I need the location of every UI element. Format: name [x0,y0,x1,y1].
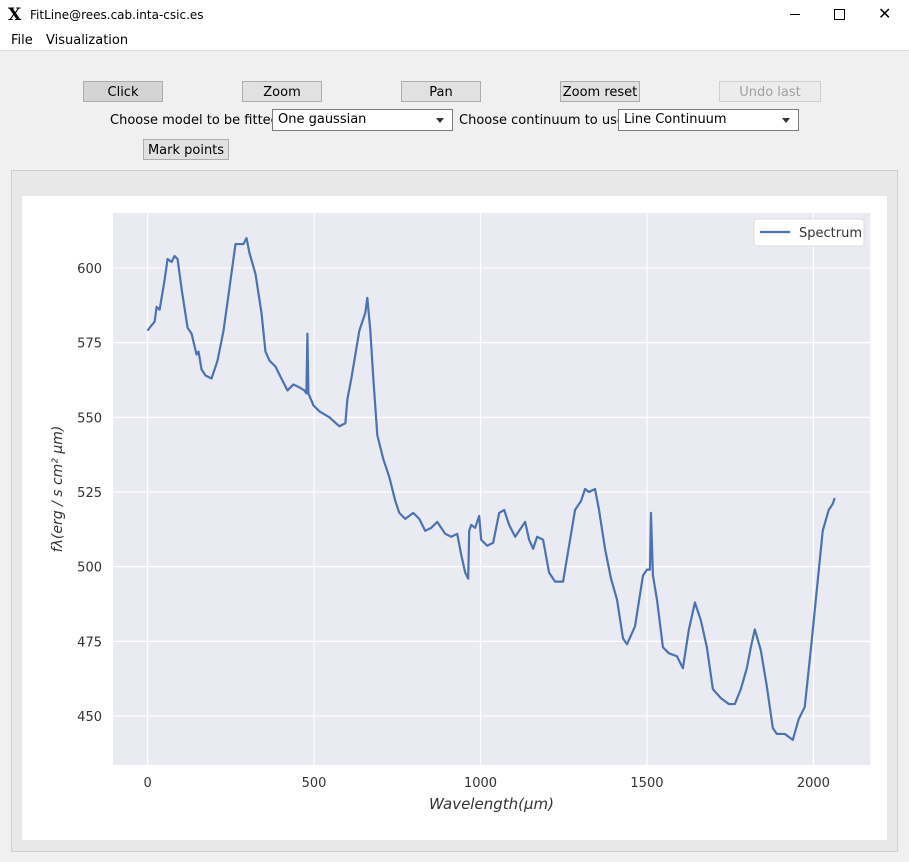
mark-points-button[interactable]: Mark points [143,139,229,160]
y-tick-label: 525 [77,486,102,501]
menu-item[interactable]: File [11,33,33,48]
minimize-button[interactable] [790,14,800,15]
y-tick-label: 450 [77,710,102,725]
y-tick-label: 500 [77,561,102,576]
spectrum-line [146,236,836,742]
model-label: Choose model to be fitted [110,113,279,128]
y-tick-label: 600 [77,262,102,277]
pan-button[interactable]: Pan [401,81,481,102]
undo-zoom-button: Undo last zoom [719,81,821,121]
zoom-button[interactable]: Zoom [242,81,322,102]
window-title: FitLine@rees.cab.inta-csic.es [30,8,204,22]
y-axis-label: fλ(erg / s cm² μm) [50,426,66,553]
app-icon: X [8,5,22,25]
continuum-label: Choose continuum to use [459,113,625,128]
maximize-button[interactable] [834,9,845,20]
x-tick-label: 1500 [630,776,663,791]
x-tick-label: 0 [143,776,151,791]
chart: 450 475 500 525 550 575 600 0 500 1000 1500 2000 Wav… [22,196,887,840]
close-button[interactable]: ✕ [878,4,892,23]
continuum-combo[interactable]: Line Continuum [618,109,799,131]
legend-label: Spectrum [799,226,862,241]
zoom-reset-button[interactable]: Zoom reset [560,81,640,102]
model-combo[interactable]: One gaussian [272,109,453,131]
y-tick-label: 475 [77,635,102,650]
x-tick-label: 2000 [797,776,830,791]
x-axis-label: Wavelength(μm) [429,795,554,813]
menu-item[interactable]: Visualization [46,33,129,48]
plot-area [113,213,870,765]
y-tick-label: 575 [77,337,102,352]
menu-bar: File Visualization [0,30,909,51]
x-tick-label: 500 [302,776,327,791]
click-button[interactable]: Click [83,81,163,102]
y-tick-label: 550 [77,411,102,426]
legend-box [753,218,865,247]
x-tick-label: 1000 [464,776,497,791]
title-bar: X FitLine@rees.cab.inta-csic.es ✕ [0,0,909,30]
